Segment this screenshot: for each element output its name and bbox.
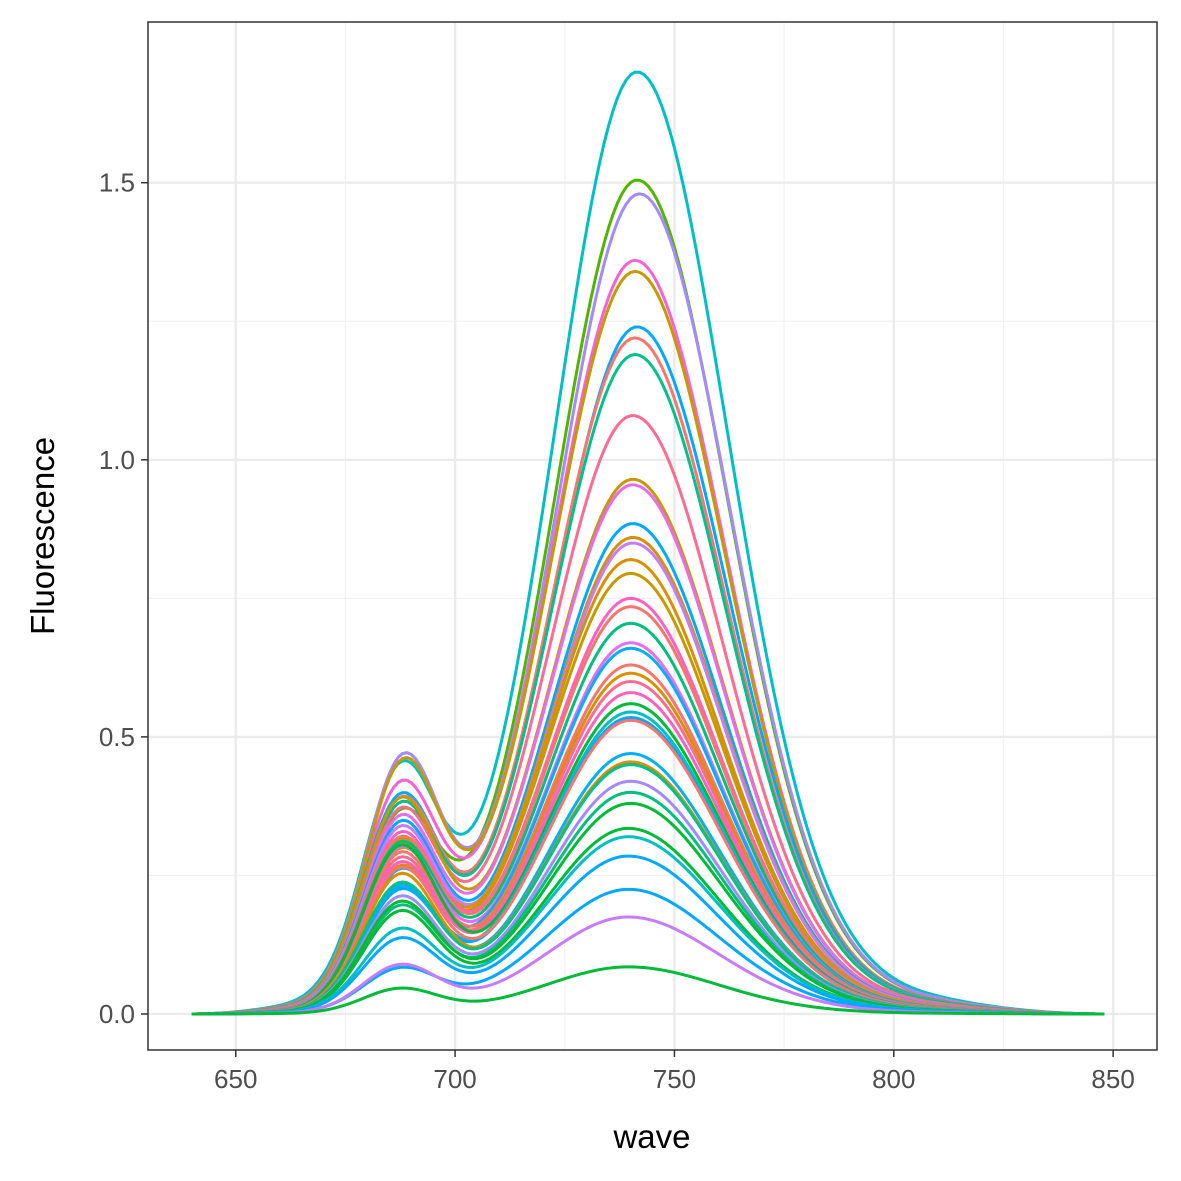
x-tick-label: 650 — [214, 1064, 257, 1094]
x-tick-label: 800 — [872, 1064, 915, 1094]
y-axis-title: Fluorescence — [24, 437, 61, 635]
y-tick-label: 0.0 — [99, 999, 135, 1029]
x-tick-label: 700 — [433, 1064, 476, 1094]
series-layer — [191, 70, 1105, 1016]
series-line — [191, 965, 1105, 1016]
panel-border — [147, 21, 1158, 1051]
x-axis-title: wave — [612, 1118, 690, 1155]
x-axis-ticks: 650 700 750 800 850 — [214, 1050, 1135, 1094]
x-tick-label: 750 — [653, 1064, 696, 1094]
x-tick-label: 850 — [1091, 1064, 1134, 1094]
y-axis-ticks: 0.0 0.5 1.0 1.5 — [99, 168, 148, 1029]
series-line — [191, 70, 1105, 1016]
y-tick-label: 0.5 — [99, 722, 135, 752]
y-tick-label: 1.5 — [99, 168, 135, 198]
y-tick-label: 1.0 — [99, 445, 135, 475]
